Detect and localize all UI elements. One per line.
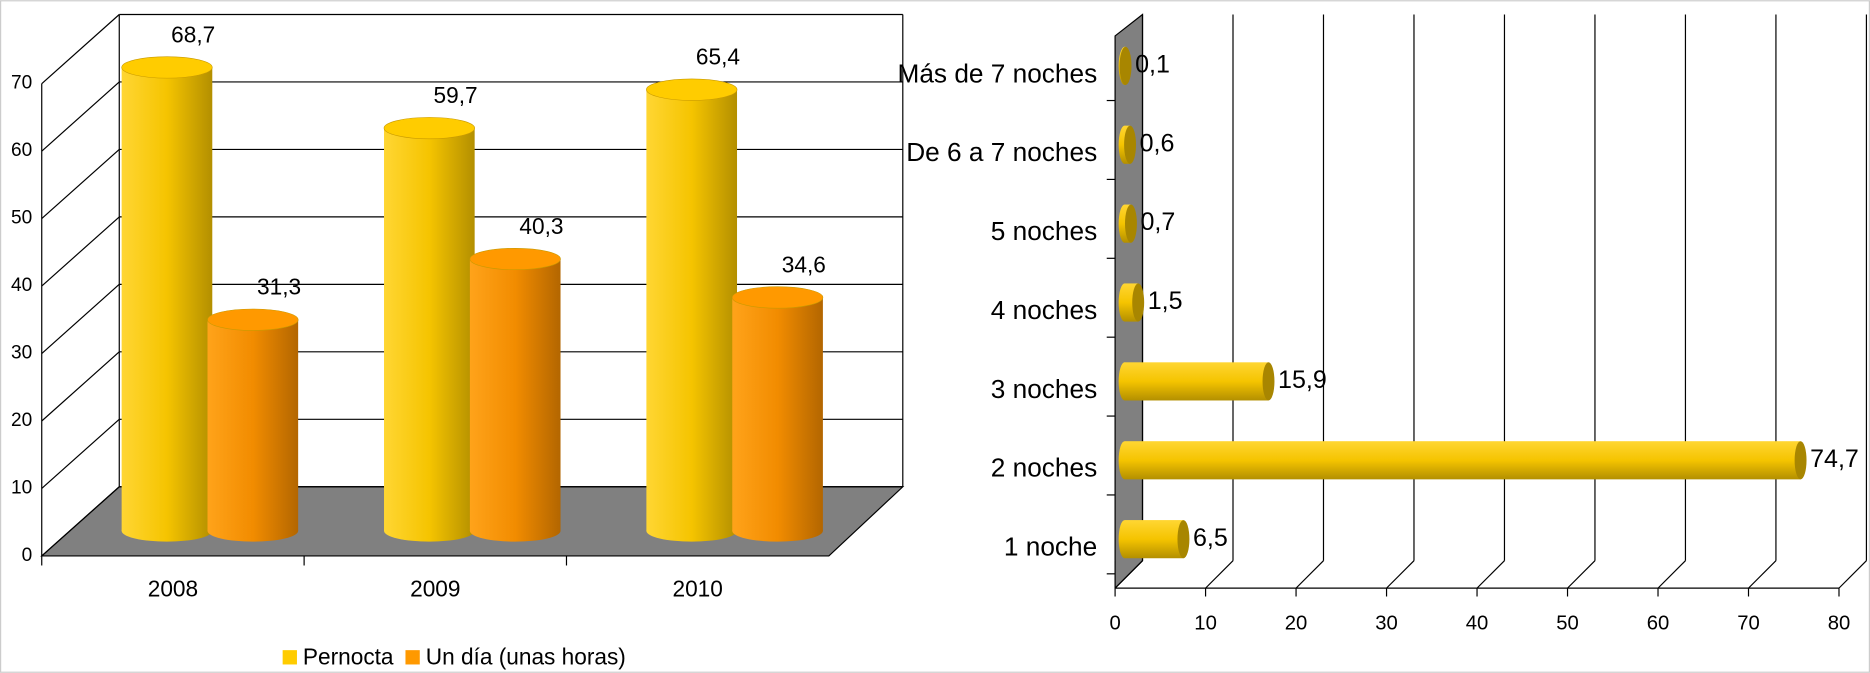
grid-line [1295,560,1324,589]
value-label: 65,4 [696,44,740,70]
bar-end [1794,441,1807,480]
x-tick-label: 40 [1466,612,1489,634]
grid-line [1386,560,1415,589]
value-label: 74,7 [1810,445,1859,473]
x-tick-label: 70 [1737,612,1760,634]
bar-end [1119,46,1132,85]
y-tick-label cat: De 6 a 7 noches [906,137,1097,167]
value-label: 6,5 [1193,524,1228,552]
y-tick-label: 60 [11,140,32,161]
bar [1124,520,1184,559]
bar-end [1124,204,1137,243]
grid-line [1476,560,1505,589]
grid-line [1205,560,1234,589]
value-label: 0,6 [1140,129,1175,157]
legend-label: Un día (unas horas) [426,643,626,669]
bar-end [1177,520,1190,559]
bar [207,319,299,531]
legend-swatch [282,650,297,665]
x-tick-label: 20 [1285,612,1308,634]
value-label: 0,1 [1135,50,1170,78]
x-tick-label: 60 [1647,612,1670,634]
grid-line [1838,560,1867,589]
y-tick-label: 40 [11,275,32,296]
bar-top [469,247,561,271]
y-tick-label: 50 [11,208,32,229]
grid-line [41,418,120,489]
bar-top [646,78,738,101]
bar-top [731,286,824,309]
grid-line [1567,560,1596,589]
grid-line [41,216,120,287]
value-label: 40,3 [519,213,563,239]
bar-end [1124,125,1137,164]
bar-top [207,308,299,331]
y-tick-label cat: 4 noches [991,295,1097,325]
grid-line [41,486,120,557]
bar [469,259,561,531]
legend-swatch [405,650,420,665]
value-label: 15,9 [1278,366,1327,394]
bar [121,67,213,531]
grid-line [1748,560,1777,589]
y-tick-label: 70 [11,73,32,94]
grid-line [41,14,120,85]
y-tick-label cat: 5 noches [991,216,1097,246]
grid-line [41,351,120,422]
bar [1124,362,1269,401]
y-tick-label cat: 3 noches [991,374,1097,404]
value-label: 1,5 [1148,287,1183,315]
y-tick-label: 20 [11,410,32,431]
y-tick-label cat: 2 noches [991,453,1097,483]
grid-line [41,81,120,152]
y-tick-label: 0 [22,545,33,566]
bar [732,297,823,531]
bar-top [121,56,213,79]
x-tick-label: 50 [1556,612,1579,634]
bar-end [1262,362,1275,401]
grid-line [41,283,120,354]
y-tick-label: 10 [11,478,32,499]
grid-line [41,148,120,220]
x-tick-label: 80 [1828,612,1851,634]
value-label: 0,7 [1140,208,1175,236]
y-tick-label cat: Más de 7 noches [898,58,1098,88]
bar-top [383,117,475,140]
x-tick-label: 0 [1109,612,1120,634]
value-label: 34,6 [782,251,826,277]
bar-end [1132,283,1145,322]
x-tick-label: 30 [1375,612,1398,634]
bar [384,128,475,531]
y-tick-label: 30 [11,343,32,364]
x-tick-label: 2010 [672,576,722,602]
x-tick-label: 10 [1194,612,1217,634]
value-label: 59,7 [434,82,478,108]
grid-line [1114,560,1143,589]
x-tick-label: 2008 [148,576,198,602]
grid-line [1657,560,1686,589]
bar [646,89,738,531]
value-label: 68,7 [171,21,215,47]
legend-label: Pernocta [303,643,394,669]
x-tick-label: 2009 [410,576,460,602]
value-label: 31,3 [257,274,301,300]
bar [1124,441,1801,480]
y-tick-label cat: 1 noche [1004,532,1097,562]
